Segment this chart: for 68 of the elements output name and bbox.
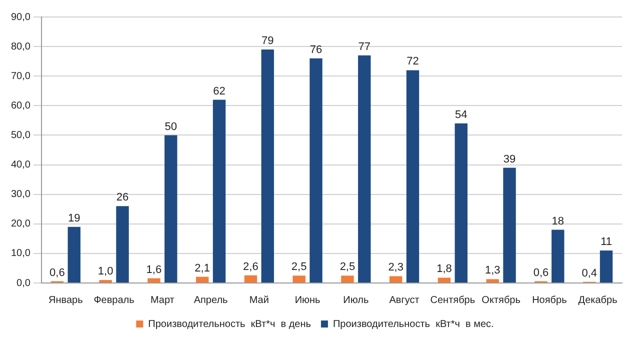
bar <box>292 276 306 282</box>
bar <box>454 123 468 282</box>
bar <box>212 100 226 282</box>
x-tick-label: Сентябрь <box>430 294 476 306</box>
bar <box>116 206 129 282</box>
data-label: 1,6 <box>146 264 162 276</box>
y-tick-label: 0,0 <box>16 278 31 289</box>
data-label: 26 <box>116 192 129 204</box>
data-label: 2,3 <box>388 262 404 274</box>
bar <box>148 278 160 282</box>
x-tick-label: Апрель <box>194 294 228 306</box>
x-tick-label: Декабрь <box>578 294 618 306</box>
y-tick-label: 60,0 <box>10 100 31 112</box>
bar <box>196 276 209 282</box>
data-label: 2,5 <box>340 261 356 274</box>
y-tick-label: 20,0 <box>10 218 31 230</box>
x-tick-label: Июль <box>343 294 369 306</box>
x-tick-label: Июнь <box>294 294 320 306</box>
y-tick-label: 90,0 <box>10 12 31 23</box>
data-label: 11 <box>600 236 612 248</box>
y-tick-label: 30,0 <box>10 189 31 200</box>
bar <box>164 135 178 282</box>
data-label: 76 <box>310 44 322 56</box>
data-label: 19 <box>68 212 80 224</box>
y-tick-label: 70,0 <box>10 70 31 82</box>
data-label: 0,6 <box>533 266 549 279</box>
bar <box>358 55 371 282</box>
bar <box>389 276 402 282</box>
data-label: 0,6 <box>50 266 65 279</box>
bar <box>552 230 564 282</box>
x-tick-label: Февраль <box>94 294 134 306</box>
data-label: 0,4 <box>582 267 597 280</box>
bar <box>406 70 420 282</box>
x-tick-label: Октябрь <box>482 294 520 306</box>
legend-label: Производительность кВт*ч в мес. <box>332 318 494 330</box>
bar <box>486 279 499 282</box>
bar <box>261 50 274 282</box>
bar <box>600 250 613 282</box>
y-tick-label: 80,0 <box>10 41 31 52</box>
y-tick-label: 40,0 <box>10 160 31 171</box>
data-label: 62 <box>213 85 226 98</box>
x-tick-label: Август <box>389 294 420 306</box>
data-label: 79 <box>262 35 274 48</box>
bar <box>438 278 451 282</box>
data-label: 39 <box>503 153 516 166</box>
data-label: 2,6 <box>243 260 258 273</box>
bar <box>244 275 258 282</box>
x-tick-label: Март <box>150 294 175 306</box>
data-label: 50 <box>164 120 177 133</box>
y-tick-label: 50,0 <box>10 130 31 141</box>
x-tick-label: Январь <box>48 294 83 306</box>
data-label: 1,8 <box>436 263 452 276</box>
data-label: 77 <box>358 40 371 53</box>
data-label: 2,1 <box>194 262 210 274</box>
bar <box>503 168 516 282</box>
x-tick-label: Май <box>249 294 269 306</box>
y-tick-label: 10,0 <box>10 248 31 260</box>
data-label: 1,3 <box>484 264 500 277</box>
data-label: 72 <box>406 56 419 68</box>
data-label: 2,5 <box>291 261 307 274</box>
bar <box>310 58 322 282</box>
x-tick-label: Ноябрь <box>532 294 567 306</box>
data-label: 18 <box>552 215 564 228</box>
legend-label: Производительность кВт*ч в день <box>148 318 311 330</box>
data-label: 54 <box>455 108 468 121</box>
bar <box>341 276 354 282</box>
data-label: 1,0 <box>98 266 114 278</box>
bar <box>68 226 80 282</box>
